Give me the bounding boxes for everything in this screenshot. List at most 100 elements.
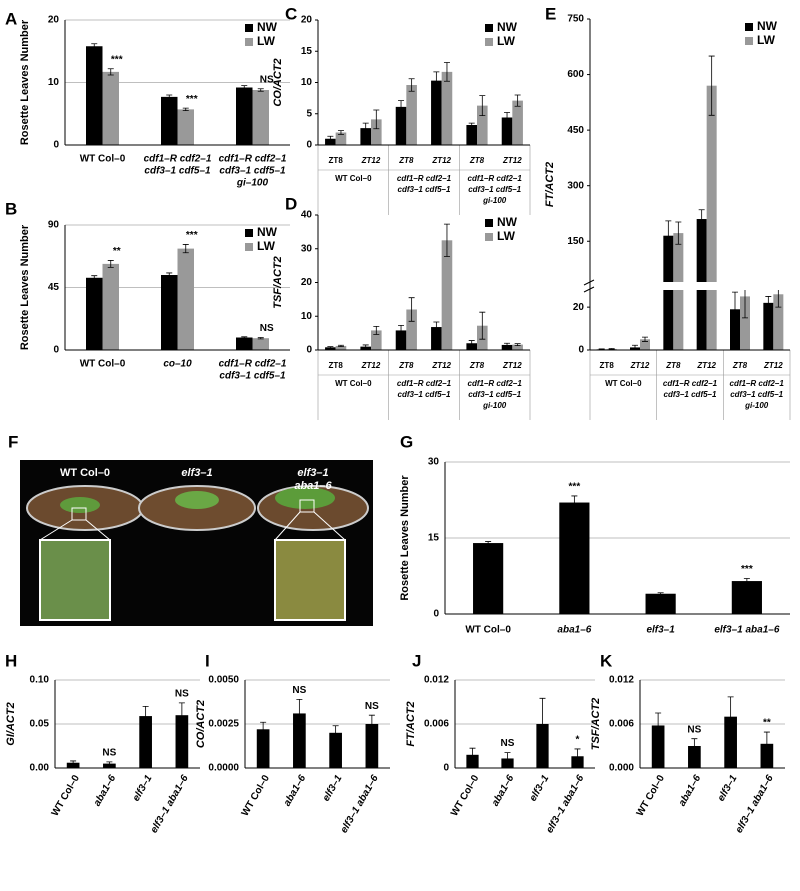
y-axis-label: Rosette Leaves Number [399, 475, 411, 601]
bar [293, 713, 306, 768]
legend-swatch [485, 233, 493, 241]
error-bar [107, 260, 114, 268]
zoom-line [85, 519, 111, 541]
zoom-inset [39, 539, 111, 621]
significance-label: NS [501, 738, 515, 749]
error-bar [327, 135, 334, 142]
group-label: WT Col–0 [335, 379, 372, 388]
y-axis-label: Rosette Leaves Number [19, 224, 31, 350]
y-axis-label: Rosette Leaves Number [19, 19, 31, 145]
y-tick-label: 0 [433, 609, 439, 620]
x-tick-label: cdf3–1 cdf5–1 [219, 371, 286, 382]
legend-swatch [245, 243, 253, 251]
error-bar [479, 311, 486, 340]
x-tick-label: gi–100 [236, 178, 269, 189]
legend-label: NW [257, 20, 278, 34]
y-tick-label: 300 [567, 180, 584, 191]
x-tick-label: aba1–6 [490, 773, 517, 808]
x-tick-label: elf3–1 [131, 773, 155, 803]
error-bar [408, 297, 415, 322]
error-bar [571, 495, 578, 510]
y-tick-label: 450 [567, 125, 584, 136]
y-tick-label: 0 [443, 763, 449, 774]
panel-label: I [205, 651, 210, 670]
group-label: cdf3–1 cdf5–1 [664, 390, 717, 399]
x-tick-label: elf3–1 aba1–6 [544, 773, 586, 835]
zoom-line [39, 519, 73, 541]
significance-label: NS [687, 724, 701, 735]
x-tick-label: aba1–6 [92, 773, 119, 808]
bar [640, 339, 650, 350]
y-axis-label: FT/ACT2 [405, 701, 417, 746]
y-tick-label: 0.012 [424, 675, 449, 686]
error-bar [178, 702, 185, 728]
bar [512, 100, 523, 145]
y-tick-label: 20 [301, 15, 313, 26]
bar [441, 71, 453, 145]
group-label: cdf1–R cdf2–1 [730, 379, 785, 388]
error-bar [468, 340, 475, 347]
plant [175, 491, 219, 509]
significance-label: NS [260, 74, 274, 85]
bar [325, 347, 336, 350]
bar [86, 46, 103, 145]
y-tick-label: 45 [48, 282, 60, 293]
y-tick-label: 0 [306, 345, 312, 356]
x-tick-label: ZT8 [398, 156, 414, 165]
y-tick-label: 0.006 [424, 719, 449, 730]
bar [236, 337, 253, 350]
y-tick-label: 15 [301, 46, 313, 57]
y-tick-label: 0.006 [609, 719, 634, 730]
bar [706, 85, 717, 350]
bar [252, 90, 269, 145]
error-bar [433, 71, 440, 90]
error-bar [408, 78, 415, 92]
legend-label: LW [497, 34, 516, 48]
bar [663, 235, 674, 350]
x-tick-label: ZT8 [732, 361, 748, 370]
legend-label: LW [257, 239, 276, 253]
x-tick-label: WT Col–0 [449, 773, 482, 818]
bar [139, 716, 152, 768]
panel-label: D [285, 194, 297, 213]
significance-label: NS [102, 747, 116, 758]
error-bar [504, 752, 511, 765]
y-tick-label: 5 [306, 108, 312, 119]
error-bar [241, 85, 248, 90]
error-bar [241, 336, 248, 339]
y-tick-label: 30 [301, 243, 313, 254]
error-bar [373, 109, 380, 130]
group-label: cdf3–1 cdf5–1 [398, 185, 451, 194]
x-tick-label: elf3–1 aba1–6 [339, 773, 381, 835]
x-tick-label: aba1–6 [677, 773, 704, 808]
bar [431, 327, 442, 350]
photo-caption: elf3–1 [181, 467, 212, 479]
bar [102, 263, 119, 350]
x-tick-label: ZT12 [763, 361, 783, 370]
error-bar [362, 344, 369, 349]
bar [371, 330, 382, 350]
x-tick-label: cdf1–R cdf2–1 [144, 154, 212, 165]
y-tick-label: 90 [48, 220, 60, 231]
group-label: WT Col–0 [335, 174, 372, 183]
y-tick-label: 0.00 [30, 763, 50, 774]
zoom-line [313, 511, 346, 541]
error-bar [665, 220, 672, 251]
axis-break-mark [583, 279, 595, 293]
y-tick-label: 0.10 [30, 675, 50, 686]
panel-label: J [412, 651, 421, 670]
legend-label: NW [497, 215, 518, 229]
group-label: cdf3–1 cdf5–1 [468, 390, 521, 399]
error-bar [373, 325, 380, 335]
bar [103, 763, 116, 768]
error-bar [698, 209, 705, 229]
error-bar [608, 348, 615, 350]
legend-label: LW [757, 33, 776, 47]
bar [673, 233, 684, 350]
panel-label: A [5, 9, 17, 28]
x-tick-label: ZT12 [431, 156, 451, 165]
bar [177, 109, 194, 145]
error-bar [763, 731, 770, 756]
legend-label: NW [257, 225, 278, 239]
group-label: cdf1–R cdf2–1 [468, 174, 523, 183]
